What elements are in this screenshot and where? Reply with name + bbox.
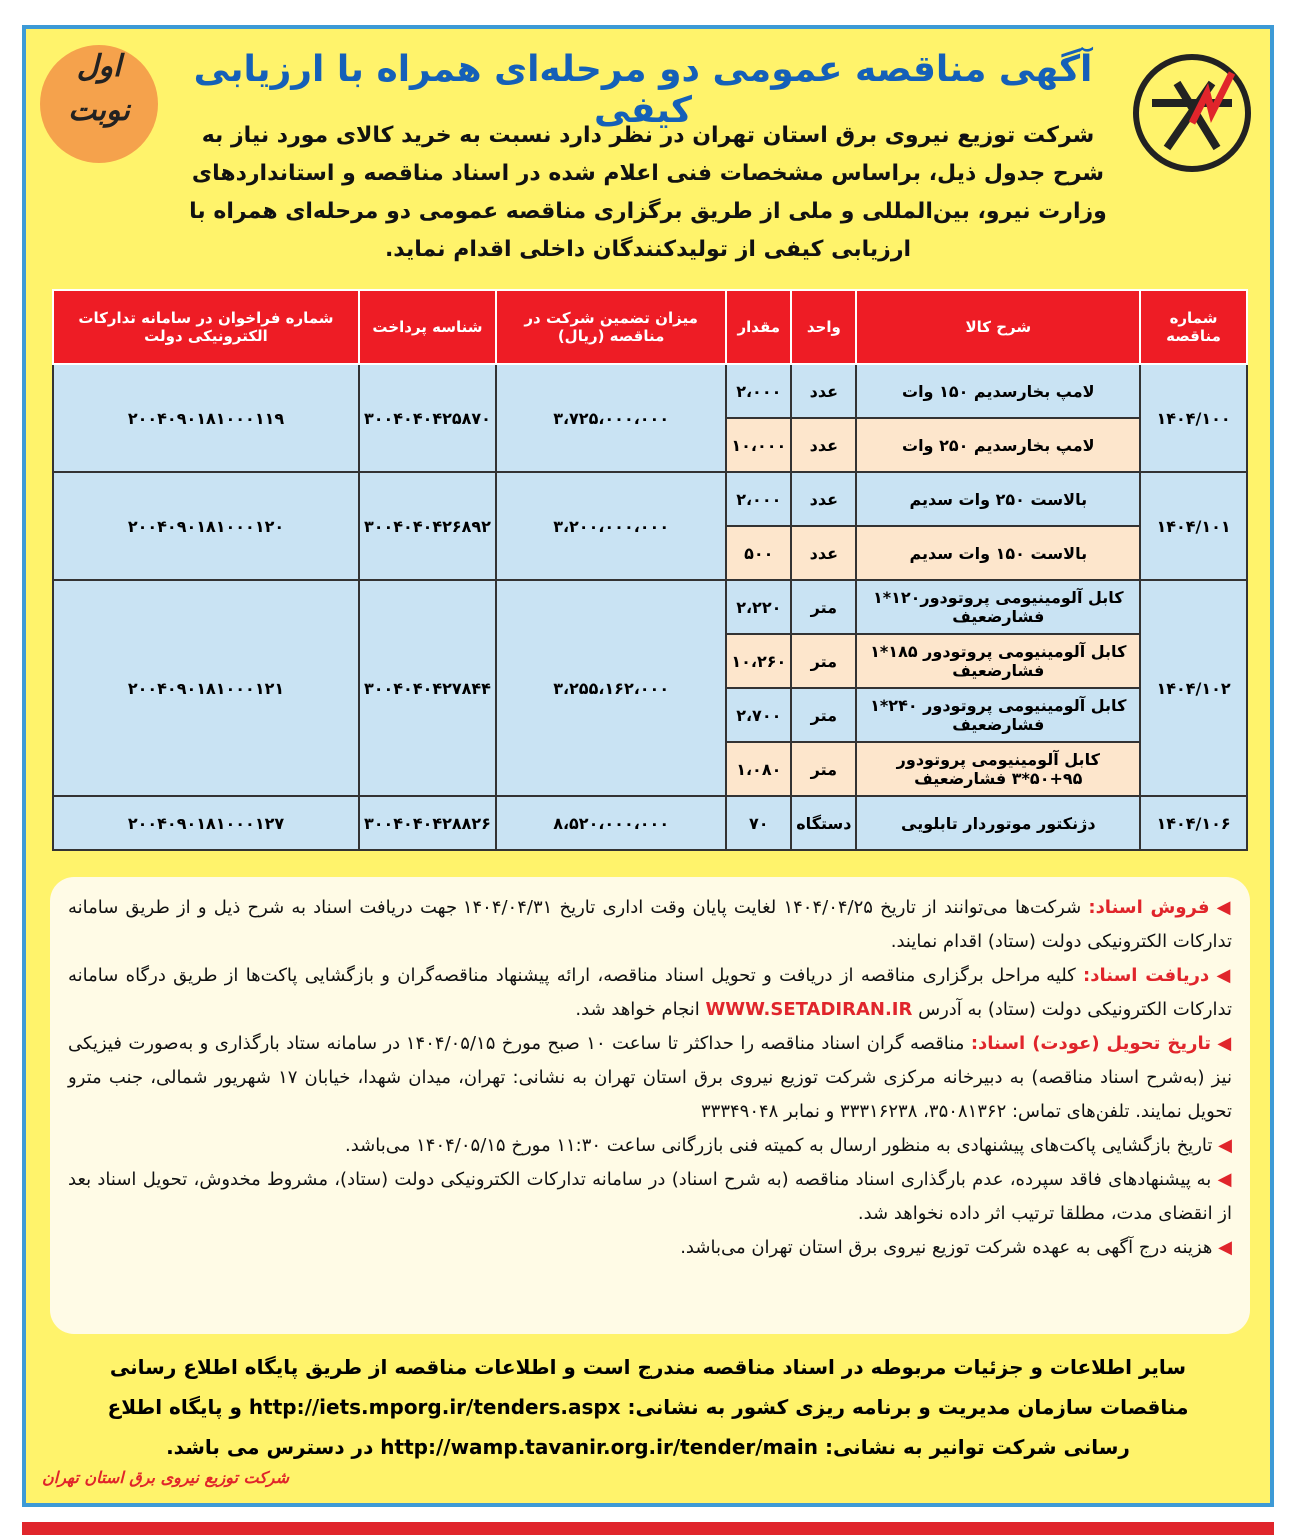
item-quantity: ۱۰،۲۶۰ xyxy=(725,633,793,689)
item-description: کابل آلومینیومی پروتودور ۲۴۰*۱ فشارضعیف xyxy=(855,687,1142,743)
payment-id: ۳۰۰۴۰۴۰۴۲۵۸۷۰ xyxy=(357,363,497,473)
bullet-arrow: ◀ xyxy=(1209,965,1232,986)
table-row: کابل آلومینیومی پروتودور ۹۵+۵۰*۳ فشارضعی… xyxy=(53,741,1247,797)
note-item: ◀ تاریخ بازگشایی پاکت‌های پیشنهادی به من… xyxy=(68,1129,1232,1163)
note-link: WWW.SETADIRAN.IR xyxy=(705,999,913,1020)
column-header: شناسه پرداخت xyxy=(357,289,497,365)
item-quantity: ۲،۰۰۰ xyxy=(725,471,793,527)
item-description: کابل آلومینیومی پروتودور ۹۵+۵۰*۳ فشارضعی… xyxy=(855,741,1142,797)
note-text: کلیه مراحل برگزاری مناقصه از دریافت و تح… xyxy=(68,965,1232,1020)
notice: اول نوبت آگهی مناقصه عمومی دو مرحله‌ای ه… xyxy=(22,25,1274,1507)
item-description: بالاست ۱۵۰ وات سدیم xyxy=(855,525,1142,581)
call-number: ۲۰۰۴۰۹۰۱۸۱۰۰۰۱۲۰ xyxy=(52,471,360,581)
item-quantity: ۲،۷۰۰ xyxy=(725,687,793,743)
table-row: کابل آلومینیومی پروتودور ۲۴۰*۱ فشارضعیف م… xyxy=(53,687,1247,743)
note-label: تاریخ تحویل (عودت) اسناد: xyxy=(970,1033,1211,1054)
item-unit: متر xyxy=(790,579,858,635)
badge-text: نوبت xyxy=(68,93,130,128)
column-header: مقدار xyxy=(725,289,793,365)
note-item: ◀ فروش اسناد: شرکت‌ها می‌توانند از تاریخ… xyxy=(68,891,1232,959)
note-label: دریافت اسناد: xyxy=(1083,965,1210,986)
item-quantity: ۱،۰۸۰ xyxy=(725,741,793,797)
column-header: شرح کالا xyxy=(855,289,1142,365)
item-unit: عدد xyxy=(790,363,858,419)
bullet-arrow: ◀ xyxy=(1212,1237,1232,1258)
column-header: واحد xyxy=(790,289,858,365)
note-text: به پیشنهادهای فاقد سپرده، عدم بارگذاری ا… xyxy=(68,1169,1232,1224)
note-text: هزینه درج آگهی به عهده شرکت توزیع نیروی … xyxy=(680,1237,1213,1258)
item-quantity: ۲،۲۲۰ xyxy=(725,579,793,635)
item-description: کابل آلومینیومی پروتودور۱۲۰*۱ فشارضعیف xyxy=(855,579,1142,635)
column-header: میزان تضمین شرکت در مناقصه (ریال) xyxy=(494,289,728,365)
bullet-arrow: ◀ xyxy=(1209,897,1232,918)
company-logo xyxy=(1133,54,1251,172)
item-quantity: ۲،۰۰۰ xyxy=(725,363,793,419)
note-text: تاریخ بازگشایی پاکت‌های پیشنهادی به منظو… xyxy=(345,1135,1213,1156)
table-row: ۱۴۰۴/۱۰۲ کابل آلومینیومی پروتودور۱۲۰*۱ فش… xyxy=(52,579,1248,797)
note-item: ◀ هزینه درج آگهی به عهده شرکت توزیع نیرو… xyxy=(68,1231,1232,1265)
item-unit: متر xyxy=(790,633,858,689)
header-row: شماره مناقصه شرح کالا واحد مقدار میزان تضمین… xyxy=(52,289,1248,365)
item-quantity: ۱۰،۰۰۰ xyxy=(725,417,793,473)
item-quantity: ۷۰ xyxy=(725,795,793,851)
note-text: مناقصه گران اسناد مناقصه را حداکثر تا سا… xyxy=(68,1033,1232,1122)
note-item: ◀ دریافت اسناد: کلیه مراحل برگزاری مناقص… xyxy=(68,959,1232,1027)
table-row: کابل آلومینیومی پروتودور ۱۸۵*۱ فشارضعیف م… xyxy=(53,633,1247,689)
item-description: بالاست ۲۵۰ وات سدیم xyxy=(855,471,1142,527)
item-description: لامپ بخارسدیم ۲۵۰ وات xyxy=(855,417,1142,473)
payment-id: ۳۰۰۴۰۴۰۴۲۶۸۹۲ xyxy=(357,471,497,581)
table-row: ۱۴۰۴/۱۰۶ دژنکتور موتوردار تابلویی دستگاه ۷۰… xyxy=(52,795,1248,851)
note-text: انجام خواهد شد. xyxy=(575,999,700,1020)
note-text: شرکت‌ها می‌توانند از تاریخ ۱۴۰۴/۰۴/۲۵ لغ… xyxy=(68,897,1232,952)
column-header: شماره فراخوان در سامانه تدارکات الکترونی… xyxy=(52,289,360,365)
tender-number: ۱۴۰۴/۱۰۶ xyxy=(1139,795,1248,851)
bullet-arrow: ◀ xyxy=(1212,1135,1232,1156)
notice-title: آگهی مناقصه عمومی دو مرحله‌ای همراه با ا… xyxy=(193,49,1093,131)
notes-box: ◀ فروش اسناد: شرکت‌ها می‌توانند از تاریخ… xyxy=(50,877,1250,1334)
payment-id: ۳۰۰۴۰۴۰۴۲۷۸۴۴ xyxy=(357,579,497,797)
item-unit: متر xyxy=(790,687,858,743)
bottom-strip xyxy=(22,1522,1274,1535)
call-number: ۲۰۰۴۰۹۰۱۸۱۰۰۰۱۱۹ xyxy=(52,363,360,473)
table-row: ۱۴۰۴/۱۰۱ بالاست ۲۵۰ وات سدیم عدد ۲،۰۰۰ ۳،۲۰۰… xyxy=(52,471,1248,581)
intro-text: شرکت توزیع نیروی برق استان تهران در نظر … xyxy=(189,123,1107,262)
tender-number: ۱۴۰۴/۱۰۲ xyxy=(1139,579,1248,797)
item-description: دژنکتور موتوردار تابلویی xyxy=(855,795,1142,851)
table-row: بالاست ۱۵۰ وات سدیم عدد ۵۰۰ xyxy=(53,525,1247,581)
footer-text: سایر اطلاعات و جزئیات مربوطه در اسناد من… xyxy=(107,1355,1189,1459)
tender-number: ۱۴۰۴/۱۰۰ xyxy=(1139,363,1248,473)
note-item: ◀ تاریخ تحویل (عودت) اسناد: مناقصه گران … xyxy=(68,1027,1232,1129)
note-label: فروش اسناد: xyxy=(1088,897,1210,918)
call-number: ۲۰۰۴۰۹۰۱۸۱۰۰۰۱۲۷ xyxy=(52,795,360,851)
table-row: لامپ بخارسدیم ۲۵۰ وات عدد ۱۰،۰۰۰ xyxy=(53,417,1247,473)
item-description: لامپ بخارسدیم ۱۵۰ وات xyxy=(855,363,1142,419)
column-header: شماره مناقصه xyxy=(1139,289,1248,365)
badge-text: اول xyxy=(76,49,122,84)
guarantee-amount: ۸،۵۲۰،۰۰۰،۰۰۰ xyxy=(494,795,728,851)
table-row: ۱۴۰۴/۱۰۰ لامپ بخارسدیم ۱۵۰ وات عدد ۲،۰۰۰ ۳،۷… xyxy=(52,363,1248,473)
item-quantity: ۵۰۰ xyxy=(725,525,793,581)
guarantee-amount: ۳،۷۲۵،۰۰۰،۰۰۰ xyxy=(494,363,728,473)
tender-number: ۱۴۰۴/۱۰۱ xyxy=(1139,471,1248,581)
company-name: شرکت توزیع نیروی برق استان تهران xyxy=(42,1468,290,1487)
guarantee-amount: ۳،۲۰۰،۰۰۰،۰۰۰ xyxy=(494,471,728,581)
item-description: کابل آلومینیومی پروتودور ۱۸۵*۱ فشارضعیف xyxy=(855,633,1142,689)
payment-id: ۳۰۰۴۰۴۰۴۲۸۸۲۶ xyxy=(357,795,497,851)
item-unit: دستگاه xyxy=(790,795,858,851)
call-number: ۲۰۰۴۰۹۰۱۸۱۰۰۰۱۲۱ xyxy=(52,579,360,797)
item-unit: عدد xyxy=(790,471,858,527)
bullet-arrow: ◀ xyxy=(1211,1169,1232,1190)
note-item: ◀ به پیشنهادهای فاقد سپرده، عدم بارگذاری… xyxy=(68,1163,1232,1231)
round-badge: اول نوبت xyxy=(40,45,158,163)
item-unit: عدد xyxy=(790,417,858,473)
item-unit: متر xyxy=(790,741,858,797)
tender-table: شماره مناقصه شرح کالا واحد مقدار میزان تضمین… xyxy=(52,289,1248,851)
item-unit: عدد xyxy=(790,525,858,581)
guarantee-amount: ۳،۲۵۵،۱۶۲،۰۰۰ xyxy=(494,579,728,797)
bullet-arrow: ◀ xyxy=(1210,1033,1232,1054)
